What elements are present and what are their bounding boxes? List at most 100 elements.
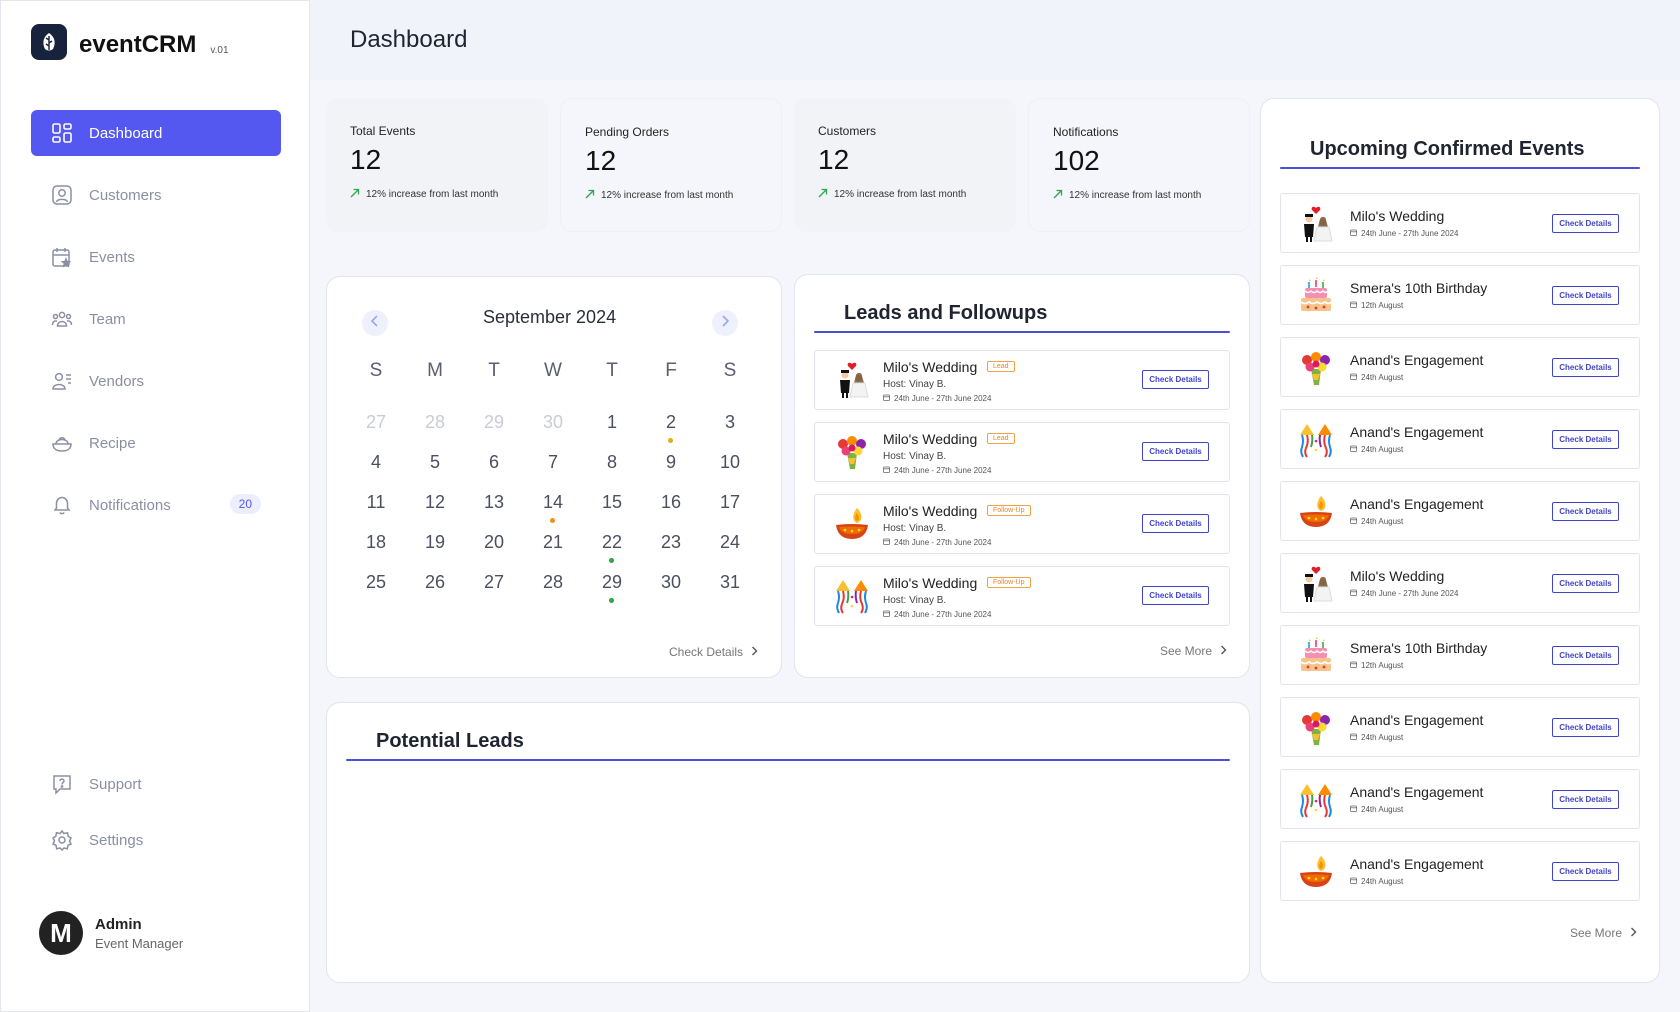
calendar-day[interactable]: 15 <box>601 492 623 512</box>
party-popper-icon <box>1297 781 1335 819</box>
check-details-button[interactable]: Check Details <box>1552 790 1619 809</box>
calendar-day[interactable]: 29 <box>483 412 505 432</box>
lead-row[interactable]: Milo's Wedding Lead Host: Vinay B. 24th Jun… <box>814 350 1230 410</box>
calendar-day[interactable]: 30 <box>542 412 564 432</box>
calendar-day[interactable]: 13 <box>483 492 505 512</box>
calendar-day[interactable]: 14 <box>523 492 583 523</box>
check-details-button[interactable]: Check Details <box>1552 214 1619 233</box>
sidebar-item-team[interactable]: Team <box>31 296 281 342</box>
sidebar-item-label: Recipe <box>89 434 136 452</box>
check-details-button[interactable]: Check Details <box>1552 646 1619 665</box>
stat-trend: 12% increase from last month <box>818 188 992 201</box>
upcoming-event-row[interactable]: Anand's Engagement 24th August Check Detai… <box>1280 769 1640 829</box>
calendar-day[interactable]: 12 <box>424 492 446 512</box>
leads-see-more-link[interactable]: See More <box>1160 644 1227 658</box>
calendar-icon <box>1350 445 1357 454</box>
check-details-button[interactable]: Check Details <box>1552 574 1619 593</box>
stat-trend-text: 12% increase from last month <box>1069 190 1202 201</box>
upcoming-event-row[interactable]: Anand's Engagement 24th August Check Detai… <box>1280 337 1640 397</box>
lead-title: Milo's Wedding <box>883 359 978 375</box>
check-details-button[interactable]: Check Details <box>1552 286 1619 305</box>
calendar-day[interactable]: 23 <box>660 532 682 552</box>
calendar-day[interactable]: 31 <box>719 572 741 592</box>
calendar-day[interactable]: 28 <box>424 412 446 432</box>
calendar-prev-button[interactable] <box>362 310 388 336</box>
event-date-text: 12th August <box>1361 301 1404 310</box>
calendar-day[interactable]: 22 <box>582 532 642 563</box>
sidebar-item-recipe[interactable]: Recipe <box>31 420 281 466</box>
stat-card-customers[interactable]: Customers 12 12% increase from last mont… <box>794 98 1016 232</box>
recipe-icon <box>51 432 73 454</box>
calendar-day[interactable]: 5 <box>429 452 440 472</box>
calendar-day[interactable]: 10 <box>719 452 741 472</box>
sidebar-item-events[interactable]: Events <box>31 234 281 280</box>
calendar-icon <box>1350 517 1357 526</box>
chevron-right-icon <box>751 645 758 659</box>
calendar-day[interactable]: 7 <box>547 452 558 472</box>
check-details-button[interactable]: Check Details <box>1142 514 1209 533</box>
sidebar-item-support[interactable]: Support <box>31 761 281 807</box>
calendar-month-title: September 2024 <box>483 307 617 327</box>
header: Dashboard <box>310 0 1680 80</box>
calendar-day[interactable]: 27 <box>483 572 505 592</box>
upcoming-event-row[interactable]: Anand's Engagement 24th August Check Detai… <box>1280 409 1640 469</box>
calendar-day[interactable]: 19 <box>424 532 446 552</box>
calendar-day[interactable]: 20 <box>483 532 505 552</box>
lead-status-tag: Lead <box>987 361 1015 372</box>
calendar-day[interactable]: 8 <box>606 452 617 472</box>
check-details-button[interactable]: Check Details <box>1552 718 1619 737</box>
sidebar-item-settings[interactable]: Settings <box>31 817 281 863</box>
calendar-day[interactable]: 28 <box>542 572 564 592</box>
calendar-day[interactable]: 16 <box>660 492 682 512</box>
calendar-day[interactable]: 3 <box>724 412 735 432</box>
stat-card-pending-orders[interactable]: Pending Orders 12 12% increase from last… <box>560 98 782 232</box>
upcoming-event-row[interactable]: Smera's 10th Birthday 12th August Check De… <box>1280 625 1640 685</box>
calendar-day[interactable]: 27 <box>365 412 387 432</box>
lead-row[interactable]: Milo's Wedding Lead Host: Vinay B. 24th Jun… <box>814 422 1230 482</box>
sidebar-item-notifications[interactable]: Notifications 20 <box>31 482 281 528</box>
bouquet-icon <box>1297 349 1335 387</box>
calendar-day[interactable]: 11 <box>366 492 386 512</box>
calendar-day[interactable]: 24 <box>719 532 741 552</box>
calendar-day[interactable]: 29 <box>582 572 642 603</box>
check-details-button[interactable]: Check Details <box>1142 442 1209 461</box>
stat-card-notifications[interactable]: Notifications 102 12% increase from last… <box>1028 98 1250 232</box>
chevron-right-icon <box>720 314 730 332</box>
calendar-day[interactable]: 9 <box>665 452 676 472</box>
check-details-button[interactable]: Check Details <box>1552 502 1619 521</box>
calendar-next-button[interactable] <box>712 310 738 336</box>
upcoming-event-row[interactable]: Anand's Engagement 24th August Check Detai… <box>1280 481 1640 541</box>
check-details-button[interactable]: Check Details <box>1552 862 1619 881</box>
upcoming-see-more-link[interactable]: See More <box>1570 926 1637 940</box>
lead-row[interactable]: Milo's Wedding Follow-Up Host: Vinay B. 24t… <box>814 566 1230 626</box>
calendar-day[interactable]: 4 <box>370 452 381 472</box>
calendar-day[interactable]: 21 <box>542 532 564 552</box>
sidebar-item-label: Customers <box>89 186 162 204</box>
check-details-button[interactable]: Check Details <box>1552 430 1619 449</box>
upcoming-event-row[interactable]: Milo's Wedding 24th June - 27th June 2024… <box>1280 193 1640 253</box>
upcoming-event-row[interactable]: Anand's Engagement 24th August Check Detai… <box>1280 841 1640 901</box>
check-details-button[interactable]: Check Details <box>1142 586 1209 605</box>
calendar-day[interactable]: 18 <box>365 532 387 552</box>
sidebar-item-customers[interactable]: Customers <box>31 172 281 218</box>
calendar-day[interactable]: 6 <box>488 452 499 472</box>
calendar-day[interactable]: 17 <box>719 492 741 512</box>
check-details-button[interactable]: Check Details <box>1552 358 1619 377</box>
check-details-button[interactable]: Check Details <box>1142 370 1209 389</box>
brand[interactable]: eventCRM v.01 <box>31 24 229 60</box>
calendar-day[interactable]: 30 <box>660 572 682 592</box>
calendar-day[interactable]: 2 <box>641 412 701 443</box>
lead-row[interactable]: Milo's Wedding Follow-Up Host: Vinay B. 24t… <box>814 494 1230 554</box>
upcoming-event-row[interactable]: Milo's Wedding 24th June - 27th June 2024… <box>1280 553 1640 613</box>
calendar-day[interactable]: 25 <box>365 572 387 592</box>
calendar-day[interactable]: 26 <box>424 572 446 592</box>
upcoming-event-row[interactable]: Smera's 10th Birthday 12th August Check De… <box>1280 265 1640 325</box>
calendar-check-details-link[interactable]: Check Details <box>669 645 758 659</box>
calendar-day[interactable]: 1 <box>606 412 617 432</box>
user-profile[interactable]: M Admin Event Manager <box>39 911 183 955</box>
stat-card-total-events[interactable]: Total Events 12 12% increase from last m… <box>326 98 548 232</box>
sidebar-item-dashboard[interactable]: Dashboard <box>31 110 281 156</box>
upcoming-event-row[interactable]: Anand's Engagement 24th August Check Detai… <box>1280 697 1640 757</box>
upcoming-events-title: Upcoming Confirmed Events <box>1310 138 1585 160</box>
sidebar-item-vendors[interactable]: Vendors <box>31 358 281 404</box>
